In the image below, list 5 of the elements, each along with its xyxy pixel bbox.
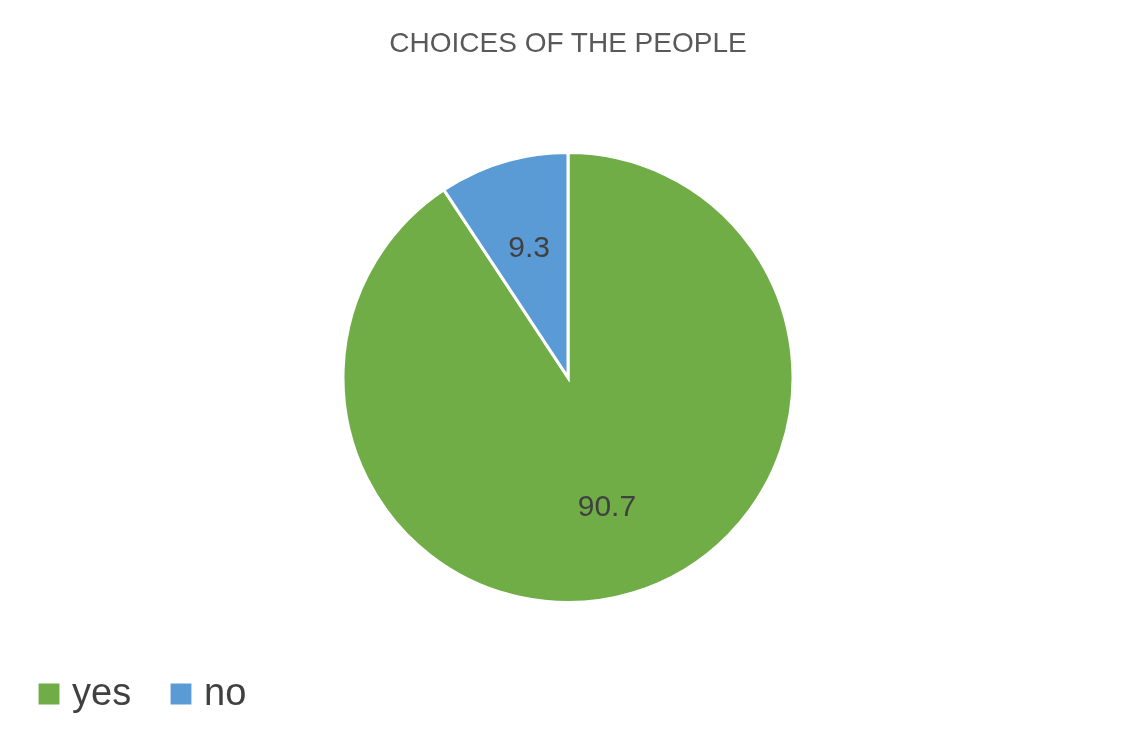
legend-label: yes <box>72 671 132 713</box>
legend-label: no <box>204 671 247 713</box>
chart-title: CHOICES OF THE PEOPLE <box>389 27 747 58</box>
data-label: 9.3 <box>508 230 550 264</box>
data-label: 90.7 <box>577 488 637 522</box>
